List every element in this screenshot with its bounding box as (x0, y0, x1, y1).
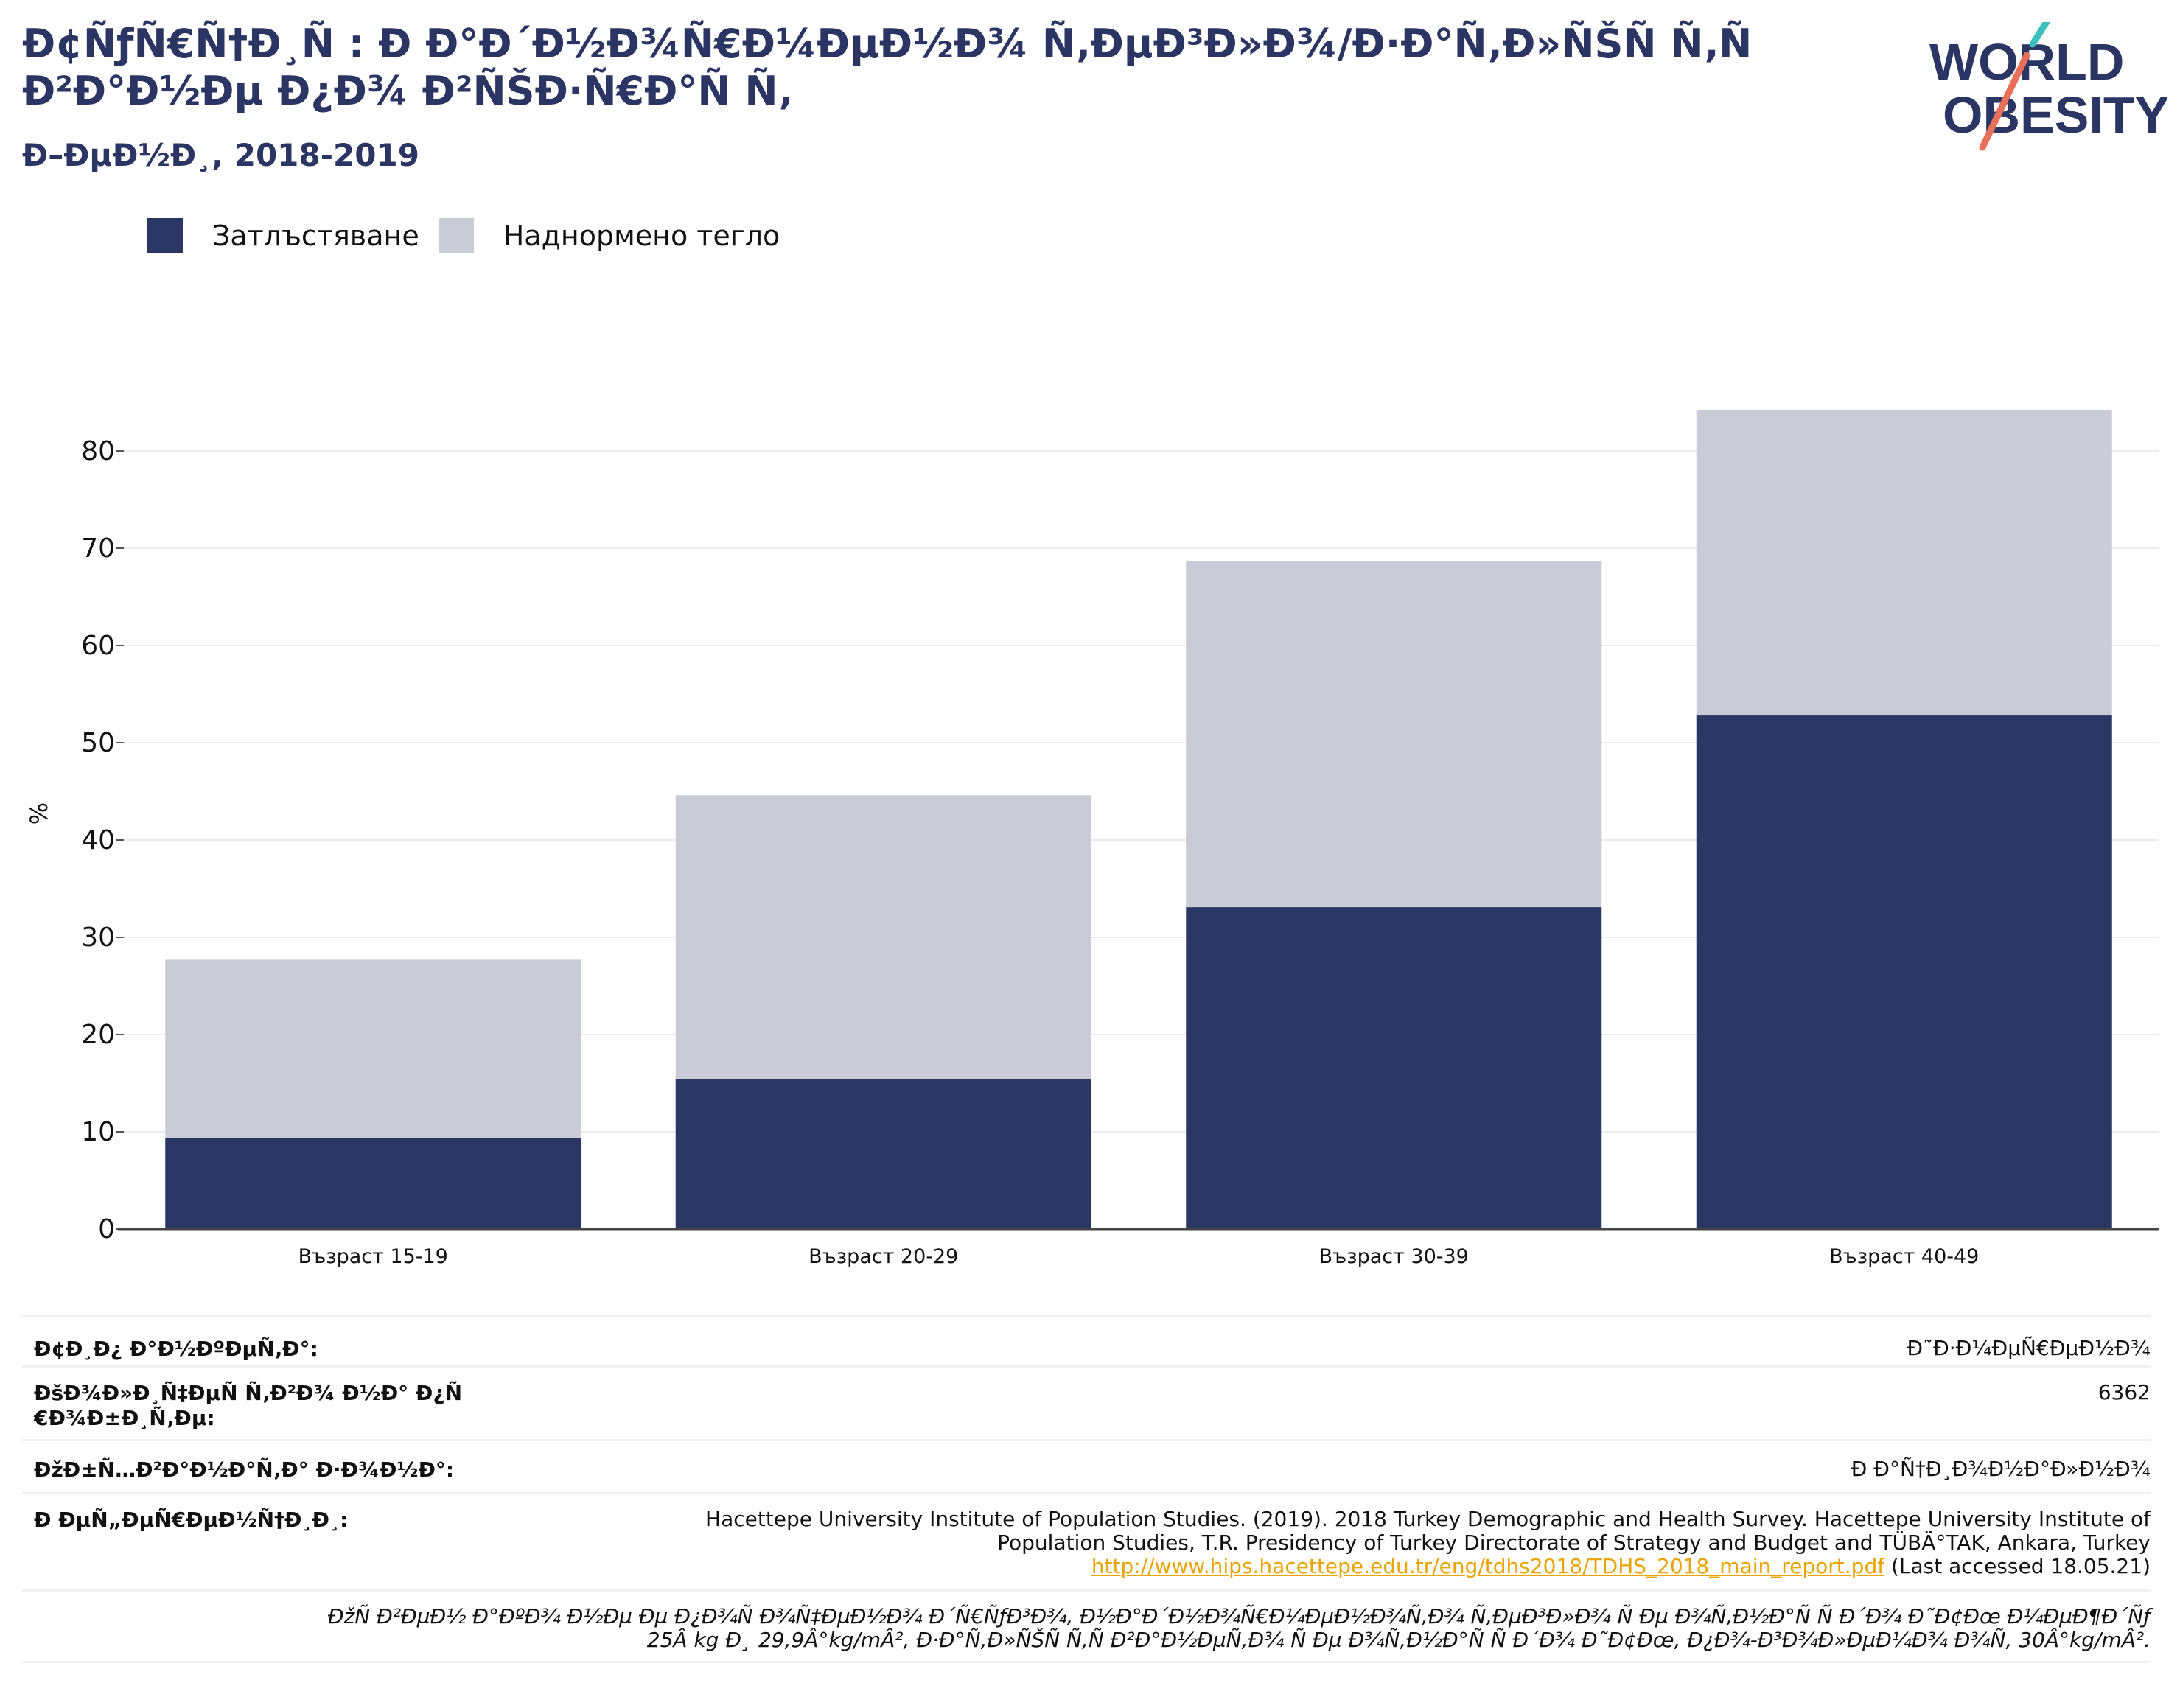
definition-note: ÐžÑ Ð²ÐµÐ½ Ð°ÐºÐ¾ Ð½Ðµ Ðµ Ð¿Ð¾Ñ Ð¾Ñ‡ÐµÐ½… (22, 1605, 2151, 1652)
reference-text-1: Hacettepe University Institute of Popula… (705, 1507, 2151, 1531)
y-tick-label: 80 (81, 436, 115, 466)
chart-title: Ð¢ÑƒÑ€Ñ†Ð¸Ñ : Ð Ð°Ð´Ð½Ð¾Ñ€Ð¼ÐµÐ½Ð¾ Ñ‚ÐµÐ… (22, 21, 1753, 114)
y-tick-label: 30 (81, 923, 115, 953)
bar-overweight (1696, 410, 2112, 716)
legend-swatch-obesity (147, 218, 183, 253)
y-tick-label: 70 (81, 533, 115, 564)
bar-obesity (1696, 715, 2112, 1229)
bar-chart: 0 10 20 30 40 50 60 70 80 Възраст 15-19 Възраст 20… (81, 410, 2159, 1268)
last-accessed-text: (Last accessed 18.05.21) (1884, 1554, 2151, 1578)
y-tick-label: 0 (98, 1214, 115, 1245)
x-tick-label: Възраст 40-49 (1829, 1245, 1979, 1268)
table-row: ÐžÑ Ð²ÐµÐ½ Ð°ÐºÐ¾ Ð½Ðµ Ðµ Ð¿Ð¾Ñ Ð¾Ñ‡ÐµÐ½… (22, 1589, 2151, 1663)
chart-subtitle: Ð–ÐµÐ½Ð¸, 2018-2019 (22, 137, 419, 173)
y-tick-label: 60 (81, 631, 115, 661)
world-obesity-logo: WORLD OBESITY (1929, 22, 2167, 151)
bar-obesity (1186, 907, 1602, 1229)
y-tick-label: 20 (81, 1020, 115, 1050)
y-tick-label: 40 (81, 825, 115, 855)
bar-overweight (165, 959, 581, 1138)
table-row: ÐšÐ¾Ð»Ð¸Ñ‡ÐµÑ Ñ‚Ð²Ð¾ Ð½Ð° Ð¿Ñ€Ð¾Ð±Ð¸Ñ‚Ðµ… (22, 1365, 2151, 1439)
table-row: Ð¢Ð¸Ð¿ Ð°Ð½ÐºÐµÑ‚Ð°: Ð˜Ð·Ð¼ÐµÑ€ÐµÐ½Ð¾ (22, 1315, 2151, 1365)
info-table: Ð¢Ð¸Ð¿ Ð°Ð½ÐºÐµÑ‚Ð°: Ð˜Ð·Ð¼ÐµÑ€ÐµÐ½Ð¾ Ðš… (22, 1315, 2151, 1663)
chart-legend: Затлъстяване Наднормено тегло (147, 217, 799, 255)
y-tick-label: 10 (81, 1117, 115, 1147)
legend-swatch-overweight (438, 218, 474, 253)
note-line-1: ÐžÑ Ð²ÐµÐ½ Ð°ÐºÐ¾ Ð½Ðµ Ðµ Ð¿Ð¾Ñ Ð¾Ñ‡ÐµÐ½… (327, 1604, 2151, 1628)
bar-obesity (165, 1137, 581, 1229)
sample-size-value: 6362 (2097, 1380, 2151, 1404)
bar-overweight (1186, 561, 1602, 908)
survey-type-label: Ð¢Ð¸Ð¿ Ð°Ð½ÐºÐµÑ‚Ð°: (34, 1337, 318, 1361)
coverage-label: ÐžÐ±Ñ…Ð²Ð°Ð½Ð°Ñ‚Ð° Ð·Ð¾Ð½Ð°: (34, 1457, 455, 1482)
x-tick-label: Възраст 15-19 (298, 1245, 448, 1268)
x-tick-label: Възраст 30-39 (1319, 1245, 1469, 1268)
table-row: ÐžÐ±Ñ…Ð²Ð°Ð½Ð°Ñ‚Ð° Ð·Ð¾Ð½Ð°: Ð Ð°Ñ†Ð¸Ð¾Ð… (22, 1439, 2151, 1492)
sample-size-label: ÐšÐ¾Ð»Ð¸Ñ‡ÐµÑ Ñ‚Ð²Ð¾ Ð½Ð° Ð¿Ñ€Ð¾Ð±Ð¸Ñ‚Ðµ… (34, 1381, 463, 1430)
references-label: Ð ÐµÑ„ÐµÑ€ÐµÐ½Ñ†Ð¸Ð¸: (34, 1508, 349, 1532)
source-link[interactable]: http://www.hips.hacettepe.edu.tr/eng/tdh… (1091, 1554, 1885, 1578)
note-line-2: 25Â kg Ð¸ 29,9Â°kg/mÂ², Ð·Ð°Ñ‚Ð»ÑŠÑ Ñ‚Ñ … (646, 1628, 2151, 1652)
legend-label-obesity: Затлъстяване (212, 220, 419, 252)
legend-label-overweight: Наднормено тегло (503, 220, 780, 252)
coverage-value: Ð Ð°Ñ†Ð¸Ð¾Ð½Ð°Ð»Ð½Ð¾ (1851, 1457, 2151, 1481)
logo-line2: OBESITY (1943, 86, 2167, 144)
bar-obesity (675, 1079, 1091, 1229)
y-tick-label: 50 (81, 728, 115, 758)
references-value: Hacettepe University Institute of Popula… (705, 1508, 2151, 1578)
reference-text-2: Population Studies, T.R. Presidency of T… (997, 1530, 2151, 1555)
table-row: Ð ÐµÑ„ÐµÑ€ÐµÐ½Ñ†Ð¸Ð¸: Hacettepe Universi… (22, 1492, 2151, 1589)
x-tick-label: Възраст 20-29 (808, 1245, 958, 1268)
survey-type-value: Ð˜Ð·Ð¼ÐµÑ€ÐµÐ½Ð¾ (1907, 1336, 2151, 1360)
bar-overweight (675, 795, 1091, 1079)
